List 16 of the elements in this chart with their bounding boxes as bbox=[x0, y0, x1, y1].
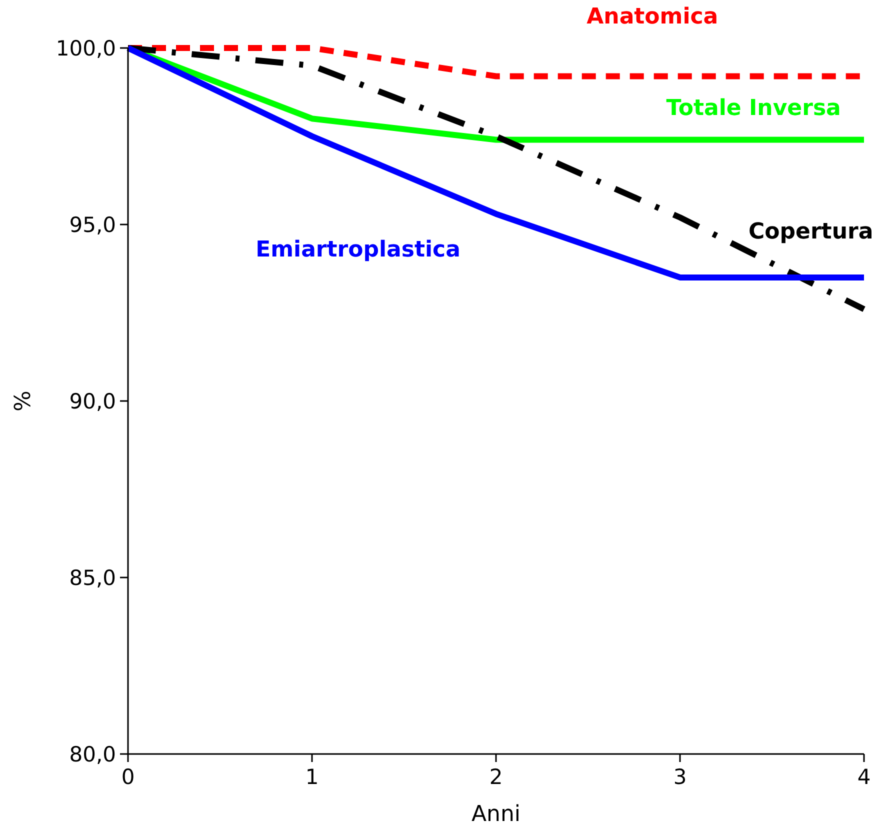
y-axis-title: % bbox=[11, 390, 36, 412]
y-tick-label: 100,0 bbox=[56, 36, 116, 60]
y-tick-label: 90,0 bbox=[69, 389, 116, 414]
x-tick-label: 0 bbox=[121, 765, 135, 789]
x-tick-label: 1 bbox=[305, 765, 319, 789]
series-label: Copertura bbox=[748, 220, 874, 245]
y-tick-label: 80,0 bbox=[69, 742, 116, 766]
x-axis-title: Anni bbox=[471, 802, 521, 825]
series-label: Emiartroplastica bbox=[256, 237, 460, 262]
x-tick-label: 4 bbox=[857, 765, 871, 789]
x-tick-label: 2 bbox=[489, 765, 503, 789]
x-tick-label: 3 bbox=[673, 765, 687, 789]
y-tick-label: 85,0 bbox=[69, 566, 116, 590]
series-label: Totale Inversa bbox=[666, 96, 841, 122]
text: Anatomica bbox=[586, 4, 718, 30]
y-tick-label: 95,0 bbox=[69, 212, 116, 237]
